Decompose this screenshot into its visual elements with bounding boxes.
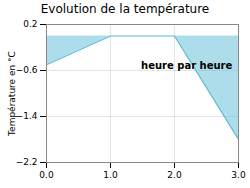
svg-text:−0.6: −0.6 <box>16 65 38 75</box>
svg-text:−2.2: −2.2 <box>16 157 38 167</box>
svg-text:Température en °C: Température en °C <box>7 51 17 137</box>
html-text:Evolution de la température: Evolution de la température <box>40 2 210 16</box>
svg-text:−1.4: −1.4 <box>16 111 38 121</box>
svg-text:heure par heure: heure par heure <box>141 60 232 71</box>
svg-text:1.0: 1.0 <box>103 170 118 180</box>
svg-text:2.0: 2.0 <box>167 170 182 180</box>
svg-text:0.0: 0.0 <box>39 170 54 180</box>
svg-text:0.2: 0.2 <box>23 19 37 29</box>
svg-text:3.0: 3.0 <box>231 170 246 180</box>
